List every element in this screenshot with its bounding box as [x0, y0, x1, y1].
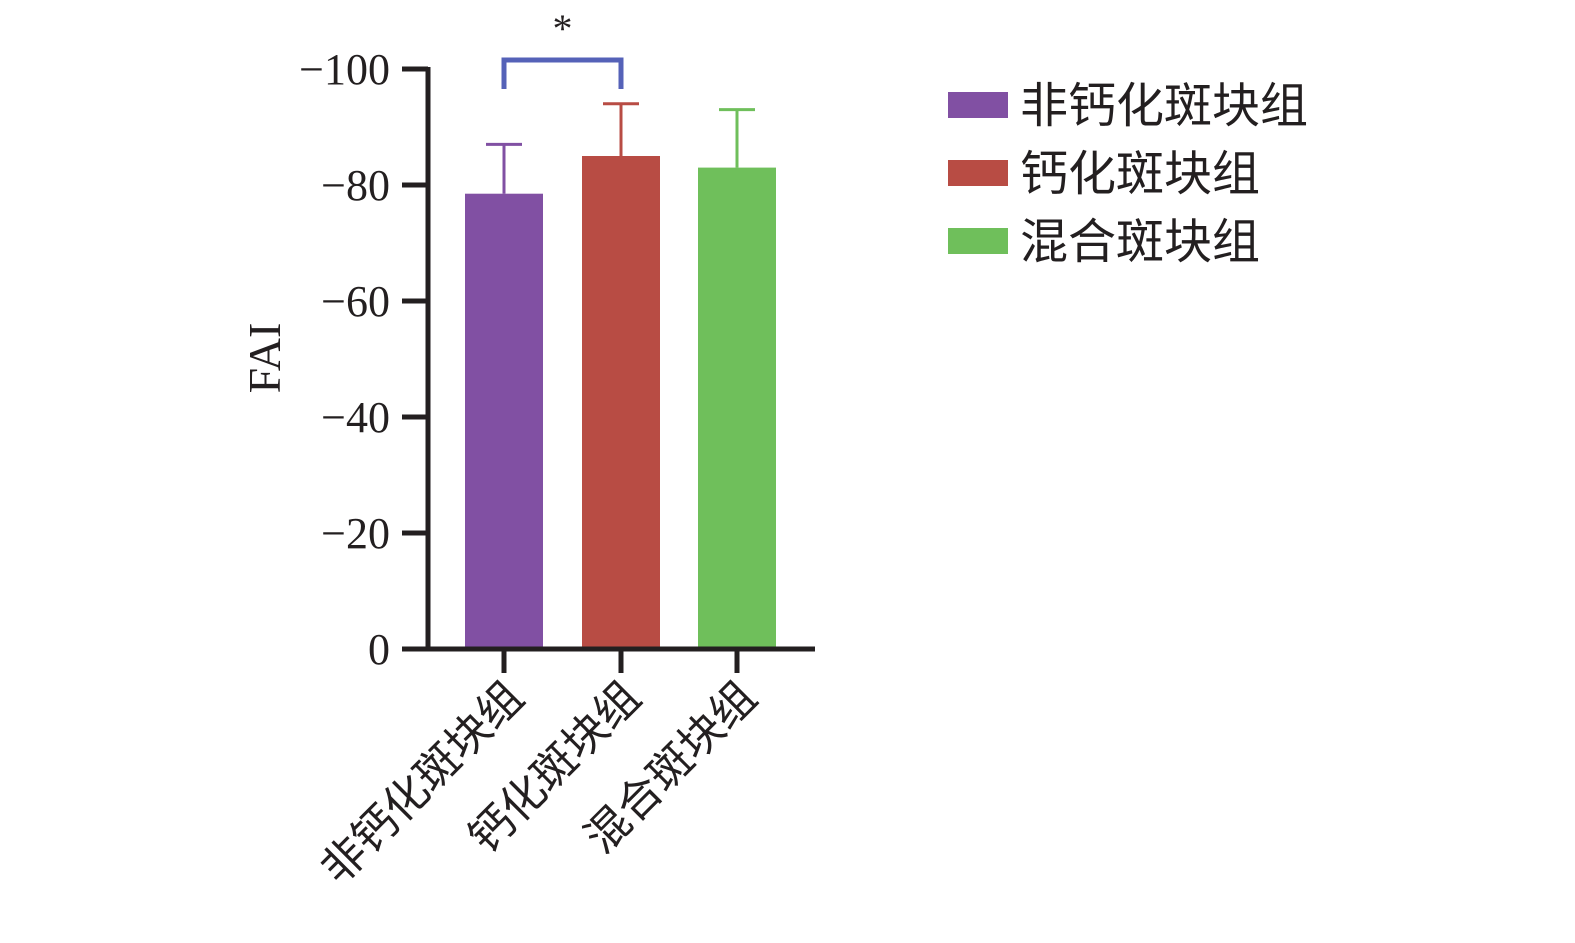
- legend-swatch-1: [948, 92, 1008, 118]
- x-tick-label: 非钙化斑块组: [312, 672, 533, 893]
- bar-3: [698, 167, 776, 649]
- y-tick-label: −80: [321, 161, 390, 210]
- legend-label-2: 钙化斑块组: [1020, 148, 1260, 201]
- significance-bracket: [501, 57, 624, 89]
- y-tick-label: −100: [299, 45, 390, 94]
- y-tick-label: 0: [368, 625, 390, 674]
- significance-label: *: [553, 6, 573, 51]
- bar-2: [582, 156, 660, 649]
- y-tick-label: −40: [321, 393, 390, 442]
- y-tick-label: −60: [321, 277, 390, 326]
- legend-swatch-2: [948, 160, 1008, 186]
- bar-1: [465, 193, 543, 649]
- y-tick-label: −20: [321, 509, 390, 558]
- legend-label-1: 非钙化斑块组: [1020, 80, 1308, 133]
- legend-label-3: 混合斑块组: [1020, 216, 1260, 269]
- y-axis-title: FAI: [239, 323, 290, 394]
- legend-swatch-3: [948, 228, 1008, 254]
